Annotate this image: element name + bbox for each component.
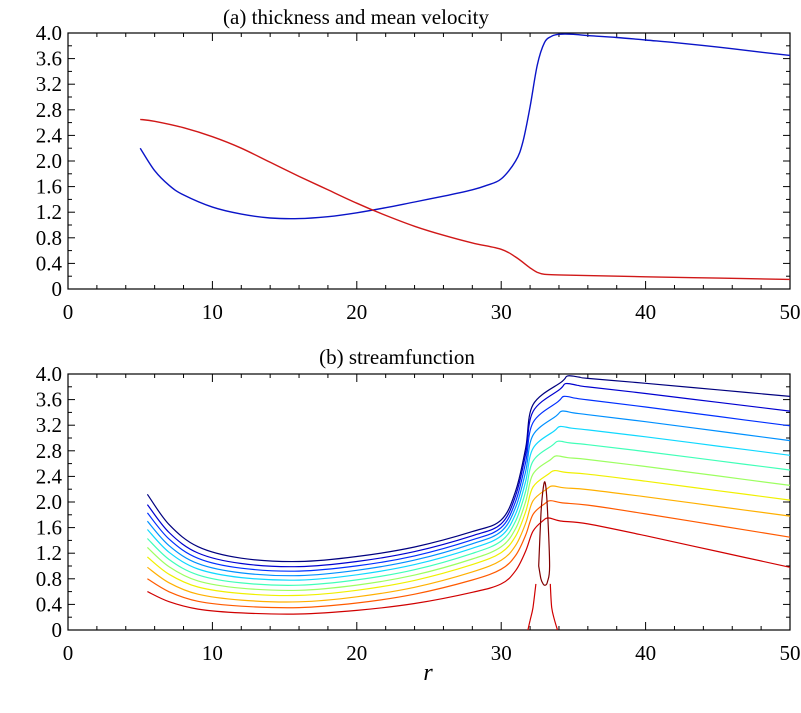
contour-line-9 [147,500,791,609]
y-tick-label: 1.6 [36,175,62,199]
contour-line-1 [146,382,791,568]
panel-a-x-axis: 0 10 20 30 40 50 [63,33,801,324]
y-tick-label: 4.0 [36,362,62,386]
contour-line-10 [147,517,791,615]
series-line-0 [139,33,791,220]
y-tick-label: 3.2 [36,72,62,96]
x-tick-label: 50 [780,300,801,324]
x-tick-label: 10 [202,300,223,324]
panel-a-y-axis: 00.40.81.21.62.02.42.83.23.64.0 [36,21,790,301]
y-tick-label: 0.4 [36,592,63,616]
panel-b-y-axis: 00.40.81.21.62.02.42.83.23.64.0 [36,362,790,642]
y-tick-label: 2.0 [36,490,62,514]
y-tick-label: 3.2 [36,413,62,437]
panel-a: (a) thickness and mean velocity 00.40.81… [36,5,801,324]
contour-line-7 [147,469,791,597]
x-tick-label: 10 [202,641,223,665]
y-tick-label: 0.4 [36,251,63,275]
y-tick-label: 3.6 [36,388,62,412]
contour-line-3 [146,410,791,577]
contour-line-5 [146,440,791,586]
y-tick-label: 0.8 [36,567,62,591]
y-tick-label: 0 [52,277,63,301]
contour-line-4 [146,425,791,581]
y-tick-label: 3.6 [36,47,62,71]
contour-line-0 [146,375,791,563]
panel-a-frame [67,32,791,290]
x-tick-label: 20 [346,300,367,324]
y-tick-label: 0.8 [36,226,62,250]
x-tick-label: 20 [346,641,367,665]
x-tick-label: 0 [63,300,74,324]
y-tick-label: 2.4 [36,123,63,147]
y-tick-label: 2.8 [36,439,62,463]
x-tick-label: 30 [491,300,512,324]
panel-b: (b) streamfunction 00.40.81.21.62.02.42.… [36,345,801,686]
panel-b-x-axis: 0 10 20 30 40 50 [63,374,801,665]
contour-foot-left [527,583,537,631]
y-tick-label: 2.8 [36,98,62,122]
y-tick-label: 2.4 [36,464,63,488]
panel-a-series [139,33,791,281]
y-tick-label: 1.2 [36,200,62,224]
y-tick-label: 0 [52,618,63,642]
x-axis-label: r [423,660,433,686]
series-line-1 [140,118,791,281]
panel-b-title: (b) streamfunction [319,345,475,369]
panel-b-contours [146,375,791,631]
x-tick-label: 50 [780,641,801,665]
contour-line-2 [146,395,791,572]
contour-line-8 [147,485,791,603]
x-tick-label: 40 [635,300,656,324]
contour-inner-loop [538,481,551,586]
x-tick-label: 30 [491,641,512,665]
y-tick-label: 2.0 [36,149,62,173]
x-tick-label: 0 [63,641,74,665]
panel-a-title: (a) thickness and mean velocity [223,5,489,29]
contour-line-6 [146,455,791,592]
contour-foot-right [549,583,559,631]
y-tick-label: 1.2 [36,541,62,565]
x-tick-label: 40 [635,641,656,665]
y-tick-label: 1.6 [36,516,62,540]
y-tick-label: 4.0 [36,21,62,45]
